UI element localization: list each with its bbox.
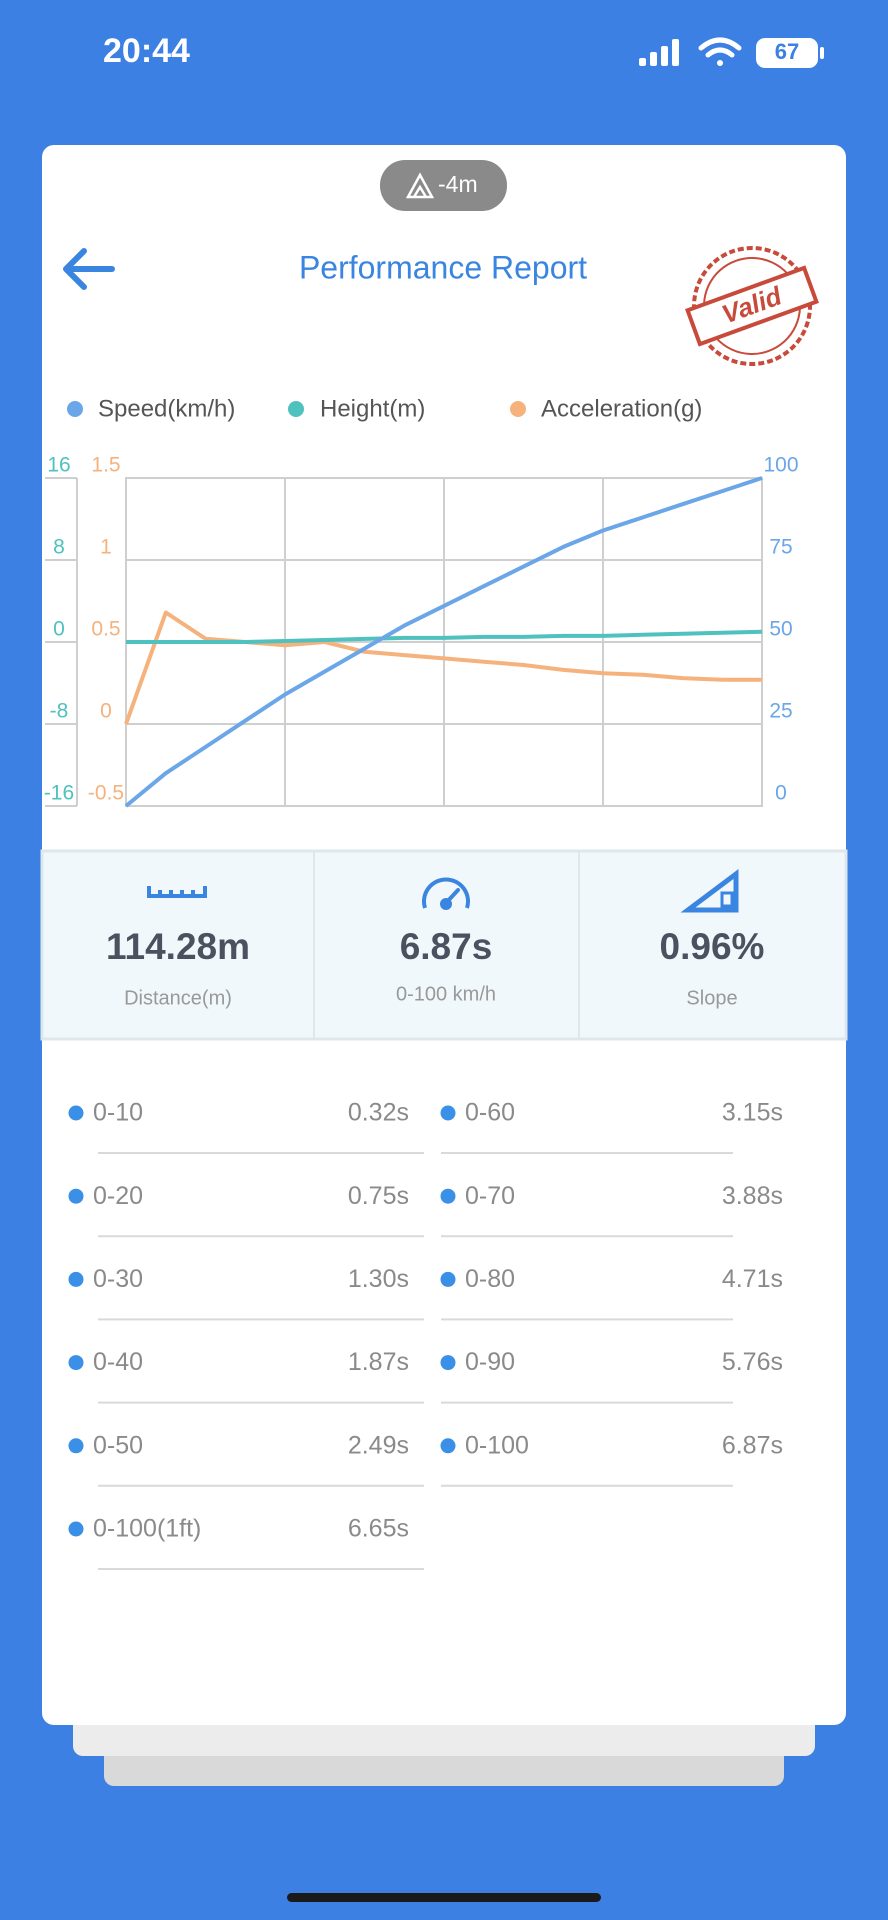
speed-tick-label: 0	[775, 782, 787, 805]
list-dot	[68, 1105, 84, 1121]
list-label: 0-70	[465, 1182, 515, 1210]
list-value: 3.15s	[722, 1099, 783, 1127]
height-tick-label: 16	[47, 454, 70, 477]
list-dot	[68, 1355, 84, 1371]
legend-label: Acceleration(g)	[541, 395, 702, 422]
stat-value: 114.28m	[106, 926, 250, 967]
legend-dot	[67, 401, 83, 417]
acceleration-tick-label: 1	[100, 536, 112, 559]
list-value: 0.32s	[348, 1099, 409, 1127]
legend-dot	[510, 401, 526, 417]
legend-label: Speed(km/h)	[98, 395, 235, 422]
list-label: 0-30	[93, 1265, 143, 1293]
wifi-icon	[698, 37, 742, 66]
list-dot	[440, 1105, 456, 1121]
page-title: Performance Report	[299, 249, 587, 285]
list-label: 0-90	[465, 1348, 515, 1376]
series-line	[124, 476, 763, 808]
status-time: 20:44	[103, 32, 190, 70]
list-label: 0-50	[93, 1431, 143, 1459]
slope-icon	[680, 869, 739, 913]
legend-dot	[288, 401, 304, 417]
speed-tick-label: 25	[769, 700, 792, 723]
list-dot	[68, 1438, 84, 1454]
height-tick-label: -16	[44, 782, 74, 805]
home-indicator	[287, 1893, 601, 1902]
acceleration-tick-label: 0	[100, 700, 112, 723]
list-dot	[440, 1188, 456, 1204]
list-dot	[68, 1188, 84, 1204]
list-dot	[68, 1521, 84, 1537]
acceleration-tick-label: 1.5	[91, 454, 120, 477]
mountain-icon	[405, 172, 435, 199]
stats-panel	[40, 849, 848, 1041]
list-label: 0-80	[465, 1265, 515, 1293]
list-value: 3.88s	[722, 1182, 783, 1210]
gauge-icon	[422, 877, 470, 910]
battery	[756, 38, 818, 68]
legend-label: Height(m)	[320, 395, 425, 422]
ruler-icon	[147, 886, 207, 898]
list-value: 5.76s	[722, 1348, 783, 1376]
list-dot	[440, 1355, 456, 1371]
stat-value: 6.87s	[400, 926, 493, 967]
list-value: 2.49s	[348, 1431, 409, 1459]
list-dot	[440, 1271, 456, 1287]
list-dot	[440, 1438, 456, 1454]
list-value: 1.30s	[348, 1265, 409, 1293]
signal-icon	[639, 39, 679, 66]
battery-level: 67	[775, 39, 799, 64]
stat-label: Slope	[686, 987, 737, 1009]
list-dot	[68, 1271, 84, 1287]
list-label: 0-60	[465, 1099, 515, 1127]
height-tick-label: 8	[53, 536, 65, 559]
list-label: 0-40	[93, 1348, 143, 1376]
acceleration-tick-label: 0.5	[91, 618, 120, 641]
speed-tick-label: 75	[769, 536, 792, 559]
list-value: 6.87s	[722, 1431, 783, 1459]
list-label: 0-10	[93, 1099, 143, 1127]
stat-value: 0.96%	[660, 926, 765, 967]
back-button[interactable]	[63, 248, 115, 290]
list-value: 1.87s	[348, 1348, 409, 1376]
list-value: 6.65s	[348, 1515, 409, 1543]
speed-tick-label: 100	[763, 454, 798, 477]
list-value: 4.71s	[722, 1265, 783, 1293]
height-tick-label: 0	[53, 618, 65, 641]
list-value: 0.75s	[348, 1182, 409, 1210]
stat-label: Distance(m)	[124, 987, 232, 1009]
list-label: 0-100(1ft)	[93, 1515, 201, 1543]
altitude-text: -4m	[438, 171, 478, 197]
height-tick-label: -8	[50, 700, 69, 723]
acceleration-tick-label: -0.5	[88, 782, 124, 805]
list-label: 0-20	[93, 1182, 143, 1210]
list-label: 0-100	[465, 1431, 529, 1459]
stat-label: 0-100 km/h	[396, 983, 496, 1005]
speed-tick-label: 50	[769, 618, 792, 641]
series-line	[126, 629, 763, 644]
battery-cap	[820, 47, 824, 59]
